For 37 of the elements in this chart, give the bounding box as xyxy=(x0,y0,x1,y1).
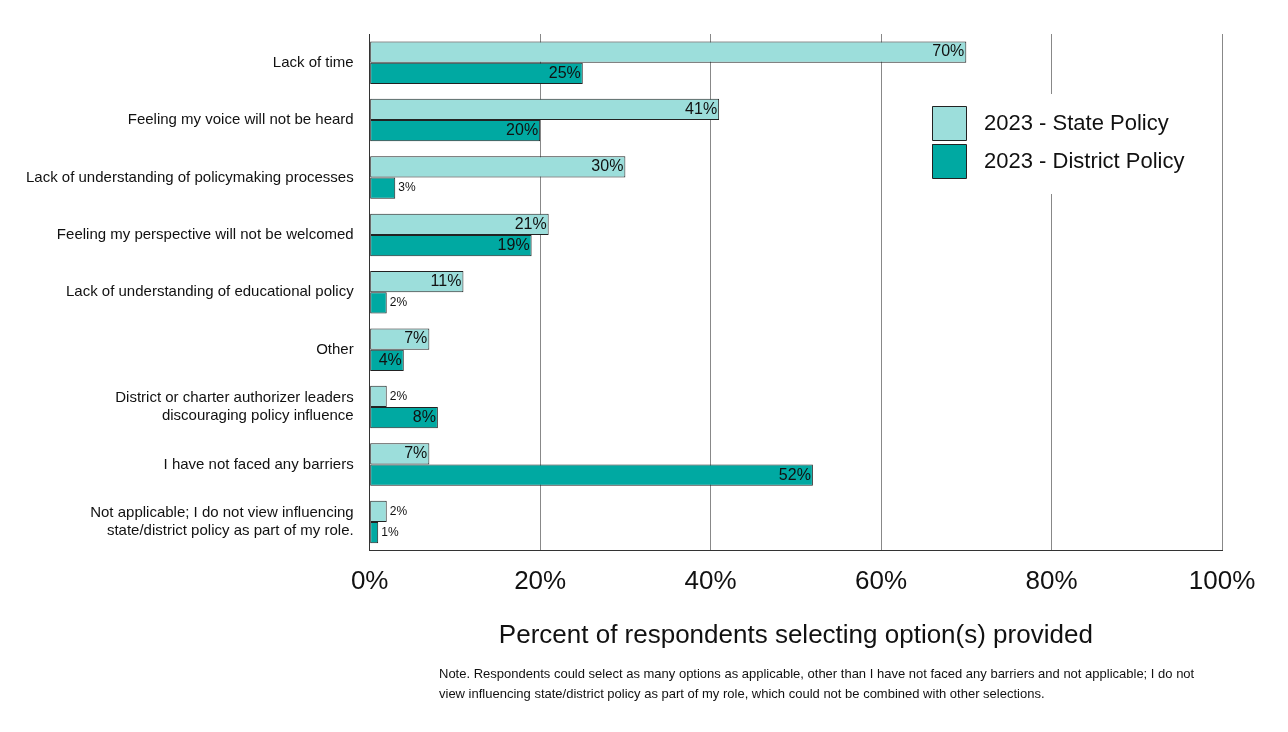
data-label: 25% xyxy=(548,63,581,81)
data-label: 2% xyxy=(389,388,408,403)
y-tick-label: Feeling my voice will not be heard xyxy=(127,110,354,128)
data-label: 70% xyxy=(932,42,965,60)
legend-label: 2023 - State Policy xyxy=(984,110,1169,136)
data-label: 7% xyxy=(404,444,428,462)
data-label: 1% xyxy=(381,524,399,539)
y-tick-label: Lack of time xyxy=(272,52,354,70)
y-tick-label: Other xyxy=(316,339,354,357)
text: Note. Respondents could select as many options as applicable, other than I have not faced any barriers and not applicable; I do not view influencing state/district policy as part of my role, which could not be combined with other selections. xyxy=(439,665,1196,703)
data-label: 11% xyxy=(430,272,462,290)
y-tick-label: Feeling my perspective will not be welcomed xyxy=(56,225,354,243)
data-label: 20% xyxy=(506,121,539,139)
x-tick-label: 60% xyxy=(855,565,908,596)
y-tick-label: District or charter authorizer leaders discouraging policy influence xyxy=(115,388,354,424)
y-tick-label: Not applicable; I do not view influencing state/district policy as part of my role. xyxy=(90,503,354,539)
y-tick-label: Lack of understanding of educational policy xyxy=(65,282,355,300)
x-tick-label: 0% xyxy=(350,565,389,596)
x-tick-label: 100% xyxy=(1188,565,1256,596)
data-label: 2% xyxy=(389,503,408,518)
y-tick-label: I have not faced any barriers xyxy=(163,454,354,472)
data-label: 19% xyxy=(497,235,530,253)
data-label: 2% xyxy=(389,295,408,310)
x-tick-label: 20% xyxy=(514,565,567,596)
data-label: 52% xyxy=(778,465,811,483)
data-label: 8% xyxy=(412,408,436,426)
x-tick-label: 80% xyxy=(1025,565,1078,596)
x-axis-title: Percent of respondents selecting option(s) provided xyxy=(498,618,1093,649)
data-label: 4% xyxy=(378,350,402,368)
data-label: 30% xyxy=(591,157,624,175)
x-tick-label: 40% xyxy=(684,565,737,596)
data-label: 41% xyxy=(685,99,718,117)
legend-label: 2023 - District Policy xyxy=(984,148,1185,174)
data-label: 21% xyxy=(514,214,547,232)
data-label: 7% xyxy=(404,329,428,347)
data-label: 3% xyxy=(398,180,416,195)
y-tick-label: Lack of understanding of policymaking processes xyxy=(26,167,354,185)
